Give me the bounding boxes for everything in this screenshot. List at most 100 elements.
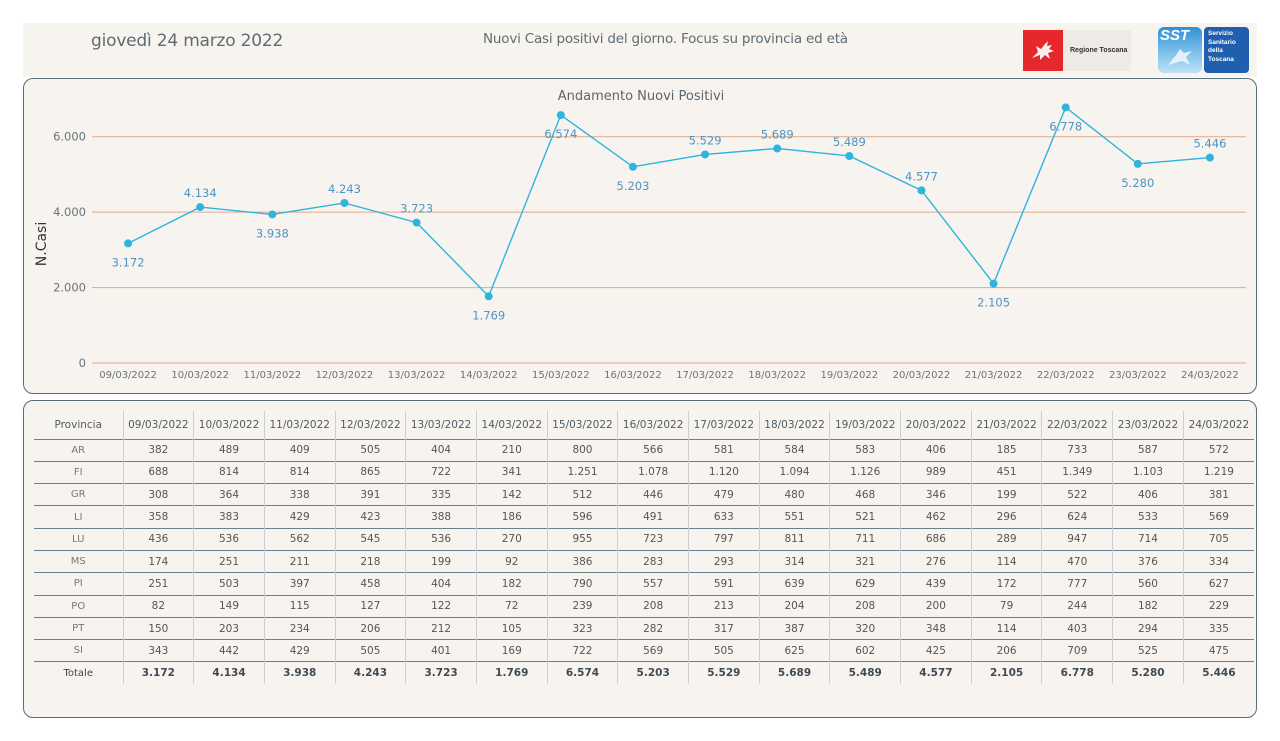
value-cell: 525: [1112, 639, 1184, 662]
value-cell: 1.349: [1041, 461, 1113, 484]
value-cell: 470: [1041, 550, 1113, 573]
value-cell: 206: [334, 617, 406, 640]
province-cell: LU: [72, 533, 85, 545]
column-header-date: 21/03/2022: [970, 411, 1042, 439]
value-cell: 293: [688, 550, 760, 573]
province-cell: LI: [73, 511, 83, 523]
value-cell: 533: [1112, 505, 1184, 529]
value-cell: 208: [829, 595, 901, 618]
x-tick-label: 12/03/2022: [316, 370, 374, 381]
data-point[interactable]: [773, 144, 782, 153]
value-cell: 200: [900, 595, 972, 618]
value-cell: 172: [970, 572, 1042, 596]
table-panel: Provincia 09/03/2022 10/03/2022 11/03/2022 1…: [23, 400, 1257, 718]
x-tick-label: 20/03/2022: [893, 370, 951, 381]
value-cell: 335: [405, 483, 477, 506]
value-cell: 115: [263, 595, 336, 618]
value-cell: 503: [193, 572, 265, 596]
value-cell: 317: [688, 617, 760, 640]
value-cell: 989: [900, 461, 972, 484]
y-tick-label: 0: [79, 356, 86, 370]
value-cell: 185: [970, 439, 1042, 462]
data-point[interactable]: [196, 203, 205, 212]
total-value-cell: 4.134: [193, 661, 265, 685]
value-cell: 722: [405, 461, 477, 484]
column-header-date: 19/03/2022: [829, 411, 901, 439]
column-header-date: 24/03/2022: [1182, 411, 1254, 439]
sst-logo-icon: SST: [1158, 27, 1202, 73]
province-cell: MS: [70, 556, 86, 568]
x-tick-label: 14/03/2022: [460, 370, 518, 381]
value-cell: 169: [475, 639, 548, 662]
value-cell: 122: [405, 595, 477, 618]
value-cell: 722: [546, 639, 618, 662]
table-row: AR 382 489 409 505 404 210 800 566 581 584 583 406 18…: [34, 439, 1254, 462]
data-label: 5.446: [1193, 137, 1226, 151]
province-cell: PT: [72, 623, 85, 635]
data-point[interactable]: [917, 186, 926, 195]
data-point[interactable]: [1205, 153, 1214, 162]
data-point[interactable]: [484, 292, 493, 301]
value-cell: 234: [263, 617, 336, 640]
value-cell: 790: [546, 572, 618, 596]
total-value-cell: 5.446: [1182, 661, 1254, 685]
data-point[interactable]: [124, 239, 133, 248]
value-cell: 203: [193, 617, 265, 640]
column-header-date: 15/03/2022: [546, 411, 618, 439]
value-cell: 358: [122, 505, 194, 529]
value-cell: 569: [1182, 505, 1254, 529]
value-cell: 388: [405, 505, 477, 529]
data-point[interactable]: [1133, 159, 1142, 168]
value-cell: 505: [334, 639, 406, 662]
value-cell: 401: [405, 639, 477, 662]
value-cell: 208: [617, 595, 689, 618]
x-tick-label: 21/03/2022: [965, 370, 1023, 381]
data-label: 3.723: [400, 202, 433, 216]
value-cell: 583: [829, 439, 901, 462]
value-cell: 334: [1182, 550, 1254, 573]
value-cell: 381: [1182, 483, 1254, 506]
data-label: 1.769: [472, 308, 505, 322]
data-label: 5.689: [761, 127, 794, 141]
column-header-date: 09/03/2022: [122, 411, 194, 439]
value-cell: 545: [334, 528, 406, 551]
value-cell: 289: [970, 528, 1042, 551]
data-point[interactable]: [412, 218, 421, 227]
data-point[interactable]: [989, 279, 998, 288]
value-cell: 562: [263, 528, 336, 551]
data-point[interactable]: [845, 151, 854, 160]
province-cell: PI: [73, 578, 83, 590]
data-point[interactable]: [1061, 103, 1070, 112]
report-date: giovedì 24 marzo 2022: [91, 31, 284, 51]
value-cell: 429: [263, 639, 336, 662]
value-cell: 72: [475, 595, 548, 618]
value-cell: 955: [546, 528, 618, 551]
value-cell: 323: [546, 617, 618, 640]
y-tick-label: 2.000: [53, 281, 86, 295]
value-cell: 105: [475, 617, 548, 640]
data-point[interactable]: [701, 150, 710, 159]
value-cell: 403: [1041, 617, 1113, 640]
table-row: MS 174 251 211 218 199 92 386 283 293 314 321 276 114…: [34, 550, 1254, 573]
value-cell: 114: [970, 617, 1042, 640]
value-cell: 343: [122, 639, 194, 662]
data-label: 5.203: [616, 179, 649, 193]
x-tick-label: 22/03/2022: [1037, 370, 1095, 381]
sst-label: Servizio Sanitario della Toscana: [1204, 27, 1249, 73]
value-cell: 294: [1112, 617, 1184, 640]
data-point[interactable]: [628, 162, 637, 171]
value-cell: 199: [970, 483, 1042, 506]
value-cell: 800: [546, 439, 618, 462]
value-cell: 451: [970, 461, 1042, 484]
x-tick-label: 17/03/2022: [676, 370, 734, 381]
data-label: 4.243: [328, 182, 361, 196]
value-cell: 723: [617, 528, 689, 551]
data-point[interactable]: [556, 111, 565, 120]
table-header-row: Provincia 09/03/2022 10/03/2022 11/03/2022 1…: [34, 411, 1254, 439]
value-cell: 391: [334, 483, 406, 506]
value-cell: 127: [334, 595, 406, 618]
value-cell: 688: [122, 461, 194, 484]
value-cell: 627: [1182, 572, 1254, 596]
data-point[interactable]: [268, 210, 277, 219]
data-point[interactable]: [340, 198, 349, 207]
